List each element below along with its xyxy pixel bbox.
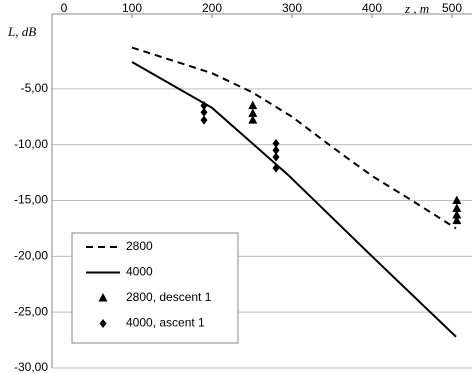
y-tick-label: -25,00 xyxy=(14,304,48,318)
y-tick-label: -15,00 xyxy=(14,193,48,207)
y-tick-label: -30,00 xyxy=(14,360,48,374)
diamond-point xyxy=(200,115,208,125)
x-tick-label: 200 xyxy=(202,1,222,15)
diamond-point xyxy=(272,145,280,155)
x-tick-label: 100 xyxy=(122,1,142,15)
x-tick-label: 300 xyxy=(282,1,302,15)
legend-label: 4000 xyxy=(126,265,153,279)
diamond-point xyxy=(272,139,280,149)
triangle-point xyxy=(98,293,108,302)
y-tick-label: -20,00 xyxy=(14,249,48,263)
x-tick-label: 0 xyxy=(61,1,68,15)
line-series xyxy=(131,46,457,230)
y-axis-label: L, dB xyxy=(7,24,36,39)
triangle-point xyxy=(452,195,462,204)
x-axis-label: z , m xyxy=(404,1,429,16)
diamond-point xyxy=(99,319,107,328)
triangle-point xyxy=(452,215,462,225)
diamond-point xyxy=(200,107,208,117)
line-series xyxy=(131,61,457,338)
diamond-point xyxy=(272,163,280,173)
y-tick-label: -5,00 xyxy=(21,81,49,95)
triangle-point xyxy=(452,210,462,219)
legend-label: 2800, descent 1 xyxy=(126,290,212,304)
triangle-point xyxy=(248,100,258,110)
triangle-point xyxy=(248,115,258,124)
diamond-point xyxy=(200,101,208,111)
x-tick-label: 500 xyxy=(442,1,462,15)
y-tick-label: -10,00 xyxy=(14,137,48,151)
legend-label: 2800 xyxy=(126,239,153,253)
x-tick-label: 400 xyxy=(362,1,382,15)
legend-label: 4000, ascent 1 xyxy=(126,316,205,330)
legend-box xyxy=(71,232,239,344)
triangle-point xyxy=(452,203,462,212)
diamond-point xyxy=(272,152,280,162)
triangle-point xyxy=(248,108,258,117)
